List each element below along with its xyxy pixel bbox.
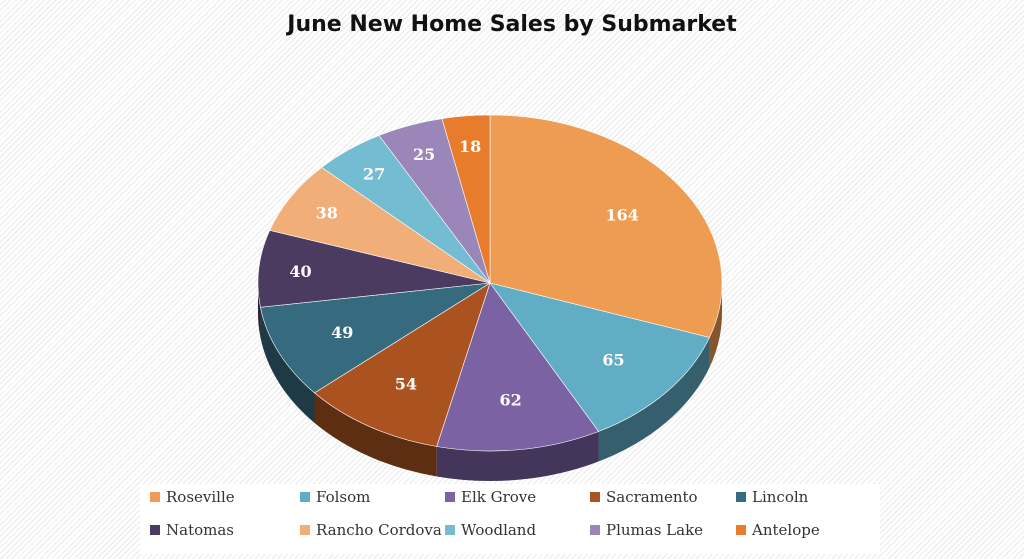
- pie-slice-elk-grove: [436, 282, 600, 452]
- legend-item-folsom: Folsom: [300, 488, 370, 506]
- data-label-plumas-lake: 25: [413, 145, 435, 164]
- data-label-elk-grove: 62: [500, 391, 522, 410]
- legend-item-lincoln: Lincoln: [736, 488, 808, 506]
- legend-swatch: [150, 525, 160, 535]
- legend-swatch: [445, 492, 455, 502]
- pie-slice-folsom: [489, 282, 710, 432]
- pie-slice-roseville: [489, 114, 723, 338]
- pie-slice-antelope: [441, 114, 491, 284]
- legend-label: Lincoln: [752, 488, 809, 506]
- legend-label: Rancho Cordova: [316, 521, 442, 539]
- chart-title: June New Home Sales by Submarket: [287, 12, 737, 37]
- legend-swatch: [736, 525, 746, 535]
- legend-swatch: [590, 492, 600, 502]
- pie-slices: [257, 114, 723, 452]
- legend-item-natomas: Natomas: [150, 521, 234, 539]
- legend-swatch: [445, 525, 455, 535]
- legend-label: Roseville: [166, 488, 235, 506]
- pie-slice-natomas: [257, 229, 491, 308]
- pie-slice-lincoln: [260, 282, 491, 394]
- data-label-lincoln: 49: [331, 323, 353, 342]
- pie-side-sacramento: [314, 392, 437, 477]
- data-label-rancho-cordova: 38: [316, 203, 338, 222]
- legend-swatch: [300, 525, 310, 535]
- data-label-woodland: 27: [363, 165, 385, 184]
- legend-label: Sacramento: [606, 488, 698, 506]
- legend-item-plumas-lake: Plumas Lake: [590, 521, 703, 539]
- legend-item-woodland: Woodland: [445, 521, 536, 539]
- legend-item-sacramento: Sacramento: [590, 488, 698, 506]
- legend-item-rancho-cordova: Rancho Cordova: [300, 521, 442, 539]
- legend-swatch: [590, 525, 600, 535]
- legend-label: Plumas Lake: [606, 521, 704, 539]
- legend-label: Natomas: [166, 521, 234, 539]
- legend-label: Folsom: [316, 488, 371, 506]
- legend-swatch: [300, 492, 310, 502]
- data-label-folsom: 65: [602, 350, 624, 369]
- pie-slice-sacramento: [313, 282, 491, 447]
- legend-label: Woodland: [461, 521, 537, 539]
- legend: Roseville Folsom Elk Grove Sacramento Lincol…: [140, 484, 880, 554]
- legend-item-antelope: Antelope: [736, 521, 820, 539]
- legend-label: Antelope: [752, 521, 820, 539]
- pie-slice-rancho-cordova: [269, 166, 491, 284]
- legend-item-elk-grove: Elk Grove: [445, 488, 536, 506]
- data-label-sacramento: 54: [395, 375, 417, 394]
- data-label-antelope: 18: [459, 137, 481, 156]
- legend-item-roseville: Roseville: [150, 488, 235, 506]
- data-label-roseville: 164: [605, 206, 638, 225]
- data-label-natomas: 40: [289, 262, 311, 281]
- legend-label: Elk Grove: [461, 488, 537, 506]
- legend-swatch: [736, 492, 746, 502]
- pie-side-roseville: [709, 283, 722, 368]
- pie-data-labels: 164 65 62 54 49 40 38 27 25 18: [289, 137, 639, 410]
- legend-swatch: [150, 492, 160, 502]
- pie-side-folsom: [598, 337, 710, 462]
